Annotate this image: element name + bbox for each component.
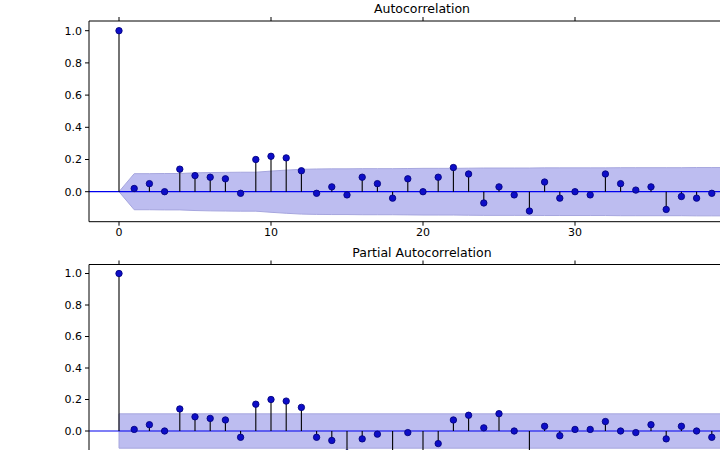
y-tick-label: 0.4 xyxy=(65,362,83,375)
data-point-marker xyxy=(602,171,608,177)
acf-plot-title: Autocorrelation xyxy=(122,1,720,16)
y-tick-label: 0.0 xyxy=(65,425,83,438)
data-point-marker xyxy=(313,434,319,440)
data-point-marker xyxy=(481,200,487,206)
data-point-marker xyxy=(435,440,441,446)
y-tick-label: 0.8 xyxy=(65,57,83,70)
y-tick-label: 0.8 xyxy=(65,299,83,312)
data-point-marker xyxy=(344,192,350,198)
data-point-marker xyxy=(146,180,152,186)
data-point-marker xyxy=(678,423,684,429)
data-point-marker xyxy=(572,426,578,432)
data-point-marker xyxy=(313,190,319,196)
data-point-marker xyxy=(389,195,395,201)
data-point-marker xyxy=(541,179,547,185)
data-point-marker xyxy=(572,189,578,195)
data-point-marker xyxy=(405,176,411,182)
data-point-marker xyxy=(192,414,198,420)
data-point-marker xyxy=(511,428,517,434)
data-point-marker xyxy=(253,401,259,407)
acf-pacf-figure: 1.0 0.8 0.6 0.4 0.2 0.0 0 10 20 30 1.0 0.8 0.6 0.4 0.2… xyxy=(0,0,720,450)
data-point-marker xyxy=(587,192,593,198)
data-point-marker xyxy=(481,425,487,431)
data-point-marker xyxy=(557,433,563,439)
data-point-marker xyxy=(283,398,289,404)
data-point-marker xyxy=(617,180,623,186)
data-point-marker xyxy=(709,190,715,196)
data-point-marker xyxy=(131,185,137,191)
data-point-marker xyxy=(283,155,289,161)
x-tick-label: 30 xyxy=(568,226,582,239)
data-point-marker xyxy=(222,417,228,423)
data-point-marker xyxy=(359,174,365,180)
figure-canvas: 1.0 0.8 0.6 0.4 0.2 0.0 0 10 20 30 1.0 0.8 0.6 0.4 0.2… xyxy=(0,0,720,450)
data-point-marker xyxy=(450,417,456,423)
data-point-marker xyxy=(420,189,426,195)
pacf-plot-title: Partial Autocorrelation xyxy=(122,245,720,260)
data-point-marker xyxy=(146,422,152,428)
data-point-marker xyxy=(526,208,532,214)
data-point-marker xyxy=(693,428,699,434)
data-point-marker xyxy=(177,406,183,412)
data-point-marker xyxy=(298,404,304,410)
x-tick-label: 0 xyxy=(116,226,123,239)
data-point-marker xyxy=(268,396,274,402)
data-point-marker xyxy=(237,434,243,440)
data-point-marker xyxy=(374,180,380,186)
data-point-marker xyxy=(557,195,563,201)
data-point-marker xyxy=(237,190,243,196)
data-point-marker xyxy=(131,426,137,432)
data-point-marker xyxy=(541,423,547,429)
y-tick-label: 0.6 xyxy=(65,330,83,343)
data-point-marker xyxy=(602,418,608,424)
y-tick-label: 1.0 xyxy=(65,25,83,38)
data-point-marker xyxy=(207,415,213,421)
data-point-marker xyxy=(496,184,502,190)
data-point-marker xyxy=(329,184,335,190)
data-point-marker xyxy=(587,426,593,432)
data-point-marker xyxy=(633,429,639,435)
data-point-marker xyxy=(298,168,304,174)
data-point-marker xyxy=(177,166,183,172)
data-point-marker xyxy=(207,174,213,180)
data-point-marker xyxy=(359,436,365,442)
data-point-marker xyxy=(648,184,654,190)
data-point-marker xyxy=(511,192,517,198)
y-tick-label: 1.0 xyxy=(65,267,83,280)
data-point-marker xyxy=(192,172,198,178)
data-point-marker xyxy=(663,206,669,212)
y-tick-label: 0.2 xyxy=(65,393,83,406)
data-point-marker xyxy=(648,422,654,428)
data-point-marker xyxy=(633,187,639,193)
data-point-marker xyxy=(617,428,623,434)
y-tick-label: 0.2 xyxy=(65,153,83,166)
y-tick-label: 0.4 xyxy=(65,121,83,134)
data-point-marker xyxy=(465,171,471,177)
data-point-marker xyxy=(709,434,715,440)
data-point-marker xyxy=(663,436,669,442)
x-tick-label: 10 xyxy=(264,226,278,239)
y-tick-label: 0.0 xyxy=(65,186,83,199)
x-tick-label: 20 xyxy=(416,226,430,239)
data-point-marker xyxy=(268,153,274,159)
data-point-marker xyxy=(405,429,411,435)
data-point-marker xyxy=(253,156,259,162)
data-point-marker xyxy=(374,431,380,437)
data-point-marker xyxy=(435,174,441,180)
data-point-marker xyxy=(496,410,502,416)
data-point-marker xyxy=(329,437,335,443)
data-point-marker xyxy=(161,189,167,195)
data-point-marker xyxy=(465,412,471,418)
data-point-marker xyxy=(161,428,167,434)
y-tick-label: 0.6 xyxy=(65,89,83,102)
data-point-marker xyxy=(678,193,684,199)
data-point-marker xyxy=(693,195,699,201)
data-point-marker xyxy=(116,270,122,276)
data-point-marker xyxy=(116,28,122,34)
data-point-marker xyxy=(450,164,456,170)
data-point-marker xyxy=(222,176,228,182)
